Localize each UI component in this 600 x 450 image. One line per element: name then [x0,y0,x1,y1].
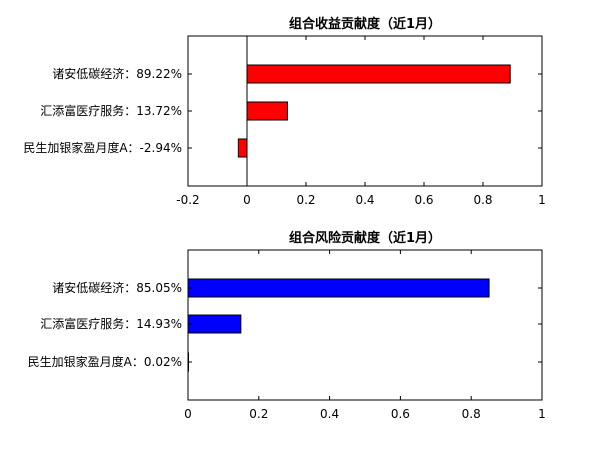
x-tick-label: 0.4 [320,407,339,421]
risk-contribution-chart: 组合风险贡献度（近1月） 诸安低碳经济：85.05% 汇添富医疗服务：14.93% 民… [28,230,546,421]
x-tick-label: 0.4 [355,193,374,207]
category-label: 民生加银家盈月度A：-2.94% [23,140,182,155]
x-tick-label: 0.8 [473,193,492,207]
x-tick-label: 1 [538,407,546,421]
x-tick-label: 0 [184,407,192,421]
category-label: 汇添富医疗服务：14.93% [40,316,182,331]
bar [187,278,490,298]
bar [187,314,242,334]
category-label: 汇添富医疗服务：13.72% [40,103,182,118]
bar [246,101,288,121]
chart-title: 组合收益贡献度（近1月） [289,16,441,32]
category-label: 诸安低碳经济：85.05% [52,280,182,295]
x-tick-label: 0.2 [249,407,268,421]
x-tick-label: 0.6 [391,407,410,421]
category-label: 诸安低碳经济：89.22% [52,66,182,81]
x-tick-label: 0.2 [296,193,315,207]
x-tick-label: 0.6 [414,193,433,207]
x-tick-label: -0.2 [176,193,199,207]
bar [246,64,511,84]
x-tick-label: 0 [243,193,251,207]
chart-title: 组合风险贡献度（近1月） [289,230,441,246]
bar [237,138,248,158]
plot-frame [187,35,543,187]
x-tick-label: 1 [538,193,546,207]
category-label: 民生加银家盈月度A：0.02% [28,354,182,369]
x-tick-label: 0.8 [462,407,481,421]
return-contribution-chart: 组合收益贡献度（近1月） 诸安低碳经济：89.22% 汇添富医疗服务：13.72% 民… [23,16,545,207]
